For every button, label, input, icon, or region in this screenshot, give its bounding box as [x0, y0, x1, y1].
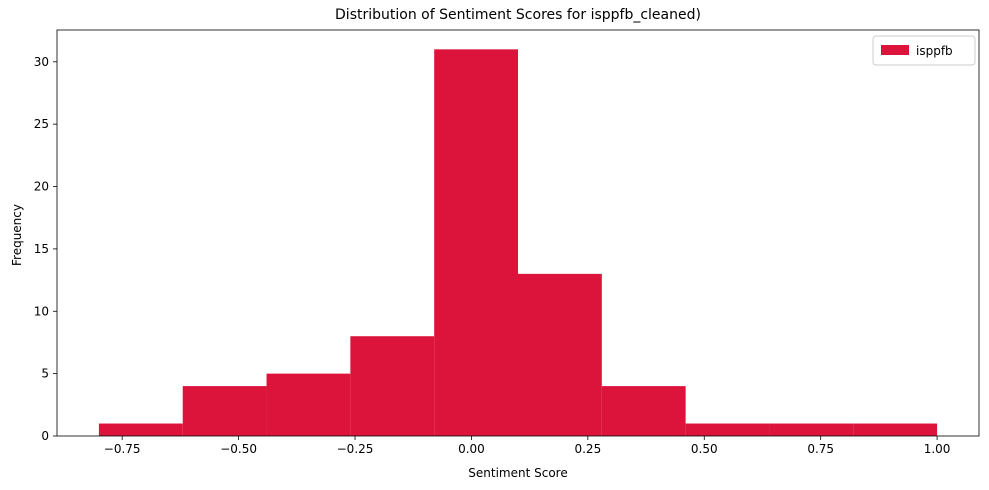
x-tick-label: 0.25 — [574, 442, 601, 456]
histogram-bar — [601, 386, 686, 436]
y-axis-label: Frequency — [10, 204, 24, 266]
x-tick-label: −0.50 — [220, 442, 257, 456]
legend-label: isppfb — [916, 44, 953, 58]
histogram-bar — [182, 386, 267, 436]
y-tick-label: 15 — [34, 242, 49, 256]
y-tick-label: 30 — [34, 55, 49, 69]
histogram-bar — [266, 373, 351, 436]
y-tick-label: 10 — [34, 304, 49, 318]
legend-swatch — [881, 45, 909, 55]
x-tick-label: 0.50 — [691, 442, 718, 456]
histogram-bar — [685, 423, 770, 436]
y-tick-label: 20 — [34, 180, 49, 194]
histogram-bar — [853, 423, 938, 436]
legend: isppfb — [872, 35, 976, 66]
plot-frame — [56, 29, 980, 437]
histogram-bar — [518, 273, 602, 436]
x-tick-label: 1.00 — [924, 442, 951, 456]
legend-box — [872, 35, 976, 66]
y-tick-label: 0 — [41, 429, 49, 443]
y-axis-ticks: 0 5 10 15 20 25 30 — [34, 55, 57, 443]
x-axis-ticks: −0.75 −0.50 −0.25 0.00 0.25 0.50 0.75 1.00 — [104, 436, 951, 456]
chart-title: Distribution of Sentiment Scores for isp… — [335, 7, 701, 23]
x-tick-label: −0.25 — [337, 442, 374, 456]
x-tick-label: −0.75 — [104, 442, 141, 456]
histogram-bar — [434, 49, 518, 436]
histogram-bar — [769, 423, 854, 436]
bars-group — [98, 49, 938, 436]
x-tick-label: 0.75 — [807, 442, 834, 456]
histogram-bar — [350, 336, 435, 436]
x-tick-label: 0.00 — [458, 442, 485, 456]
y-tick-label: 25 — [34, 117, 49, 131]
y-tick-label: 5 — [41, 367, 49, 381]
histogram-bar — [98, 423, 183, 436]
x-axis-label: Sentiment Score — [468, 466, 567, 480]
